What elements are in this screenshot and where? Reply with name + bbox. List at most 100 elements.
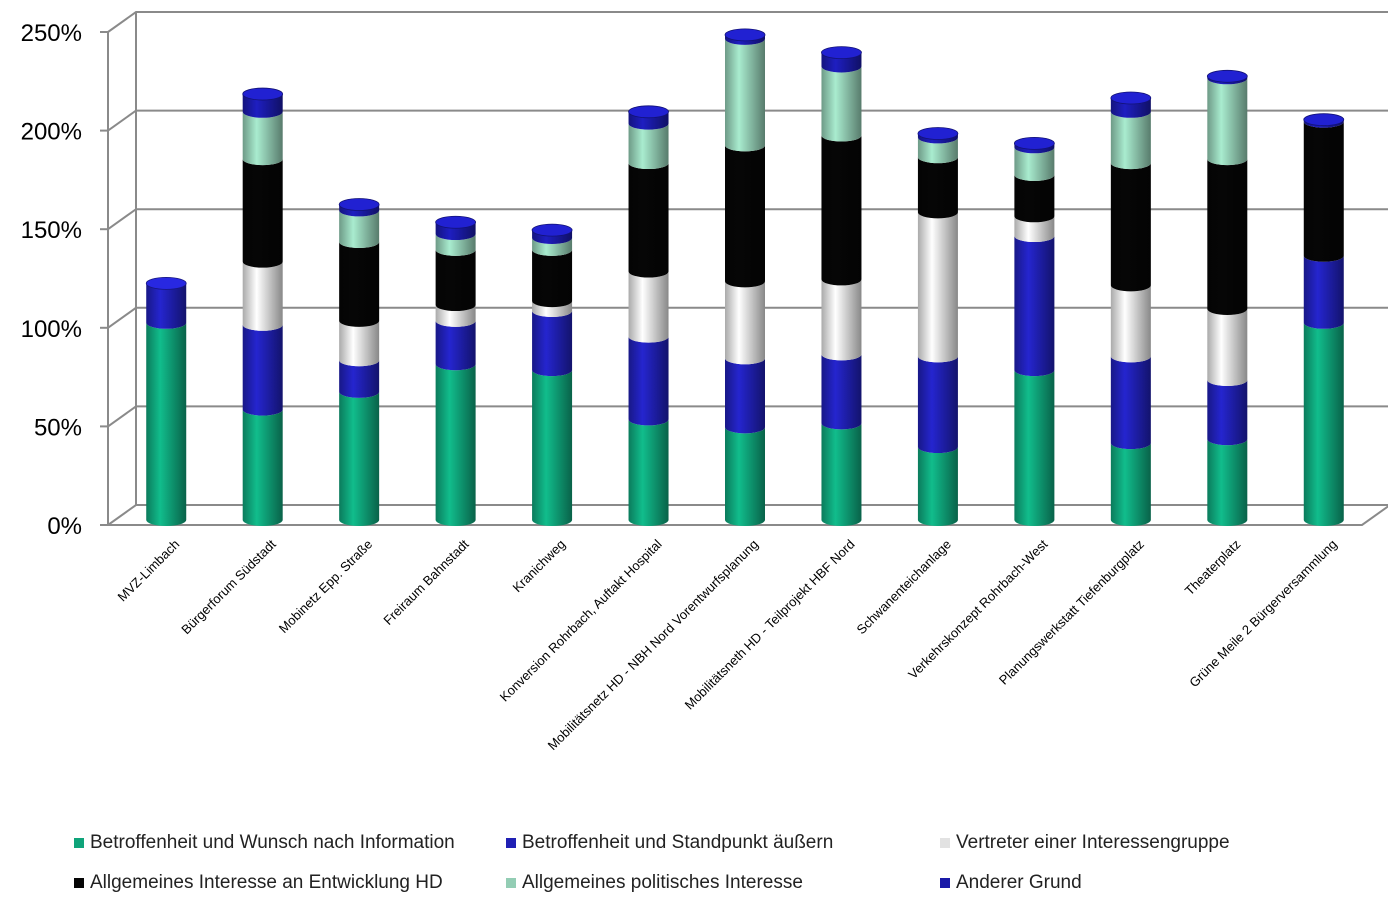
x-tick-label: Theaterplatz bbox=[1182, 537, 1244, 599]
bar-segment bbox=[532, 301, 573, 317]
legend-label-3: Vertreter einer Interessengruppe bbox=[956, 832, 1230, 853]
y-tick-label: 0% bbox=[47, 513, 82, 540]
bar-segment bbox=[917, 447, 958, 526]
bar-segment bbox=[435, 305, 476, 327]
x-tick-label: Mobilitätsnetz HD - NBH Nord Vorentwurfs… bbox=[545, 537, 762, 754]
bar-segment bbox=[1207, 159, 1248, 315]
bar-segment bbox=[917, 133, 958, 144]
bar-stack bbox=[1110, 91, 1152, 526]
bar-stack bbox=[531, 223, 573, 526]
bar-segment bbox=[242, 261, 283, 331]
bar-stack bbox=[1206, 69, 1248, 526]
legend-item-1: Betroffenheit und Wunsch nach Informatio… bbox=[74, 832, 455, 854]
bar-segment bbox=[532, 238, 573, 256]
x-tick-label: Schwanenteichanlage bbox=[853, 537, 954, 638]
y-tick-label: 200% bbox=[21, 119, 82, 146]
bar-segment bbox=[532, 310, 573, 377]
bar-segment bbox=[242, 409, 283, 526]
x-tick-label: Mobinetz Epp. Straße bbox=[276, 537, 376, 637]
bar-segment bbox=[532, 249, 573, 308]
bar-segment bbox=[628, 271, 669, 343]
bar-segment bbox=[917, 137, 958, 164]
bar-segment bbox=[628, 419, 669, 526]
bar-stack bbox=[917, 127, 959, 526]
bar-segment bbox=[1014, 370, 1055, 526]
y-tick-label: 50% bbox=[34, 414, 82, 441]
bar-stack bbox=[724, 28, 766, 526]
bar-segment bbox=[242, 324, 283, 416]
legend-swatch-1 bbox=[74, 838, 84, 848]
floor-edge bbox=[108, 505, 1388, 526]
bar-segment bbox=[1207, 78, 1248, 166]
bar-segment bbox=[917, 212, 958, 363]
bar-segment bbox=[821, 354, 862, 430]
y-tick-label: 150% bbox=[21, 217, 82, 244]
bar-segment bbox=[1207, 439, 1248, 526]
bar-cap bbox=[531, 223, 573, 237]
bar-segment bbox=[435, 222, 476, 241]
bar-segment bbox=[821, 52, 862, 73]
bar-segment bbox=[725, 34, 765, 45]
bar-segment bbox=[435, 320, 476, 371]
legend-swatch-6 bbox=[940, 878, 950, 888]
legend-label-2: Betroffenheit und Standpunkt äußern bbox=[522, 832, 834, 853]
legend-item-5: Allgemeines politisches Interesse bbox=[506, 872, 803, 894]
bar-segment bbox=[435, 364, 476, 526]
bar-segment bbox=[725, 427, 765, 526]
bar-segment bbox=[532, 230, 573, 245]
legend-swatch-2 bbox=[506, 838, 516, 848]
bar-segment bbox=[821, 66, 862, 142]
bar-segment bbox=[628, 123, 669, 170]
bar-segment bbox=[1207, 76, 1248, 85]
legend-label-1: Betroffenheit und Wunsch nach Informatio… bbox=[90, 832, 455, 853]
bar-segment bbox=[821, 279, 862, 361]
bar-cap bbox=[1206, 69, 1248, 83]
bar-cap bbox=[628, 105, 669, 119]
bar-segment bbox=[339, 204, 380, 217]
x-tick-label: Konversion Rohrbach, Auftakt Hospital bbox=[497, 536, 665, 704]
bar-segment bbox=[339, 210, 380, 248]
grid-layer bbox=[107, 11, 1388, 526]
bar-segment bbox=[1110, 111, 1151, 170]
bar-stack bbox=[628, 105, 669, 526]
bar-segment bbox=[1303, 322, 1344, 526]
bar-stack bbox=[145, 276, 187, 526]
bar-segment bbox=[339, 241, 380, 327]
x-tick-label: Kranichweg bbox=[510, 537, 569, 596]
bar-segment bbox=[628, 336, 669, 426]
legend-item-3: Vertreter einer Interessengruppe bbox=[940, 832, 1230, 854]
bar-segment bbox=[1207, 379, 1248, 446]
legend: Betroffenheit und Wunsch nach Informatio… bbox=[74, 832, 1374, 894]
bar-segment bbox=[435, 234, 476, 256]
bar-segment bbox=[1303, 255, 1344, 329]
bar-stack bbox=[242, 87, 284, 526]
x-tick-label: Bürgerforum Südstadt bbox=[178, 536, 279, 637]
bar-segment bbox=[725, 38, 765, 152]
y-tick-label: 250% bbox=[21, 20, 82, 47]
legend-swatch-5 bbox=[506, 878, 516, 888]
bar-segment bbox=[146, 283, 187, 329]
bar-segment bbox=[628, 163, 669, 278]
bar-segment bbox=[242, 159, 283, 268]
side-wall bbox=[108, 12, 136, 525]
bar-segment bbox=[339, 360, 380, 398]
bar-segment bbox=[1110, 163, 1151, 292]
bars-layer bbox=[145, 28, 1345, 526]
bar-segment bbox=[1110, 443, 1151, 526]
bar-segment bbox=[1014, 174, 1055, 223]
bar-cap bbox=[1303, 113, 1345, 127]
x-tick-label: MVZ-Limbach bbox=[115, 537, 183, 605]
bar-stack bbox=[435, 215, 477, 526]
bar-segment bbox=[725, 145, 765, 288]
bar-segment bbox=[1014, 147, 1055, 181]
x-tick-label: Mobilitätsneth HD - Teilprojekt HBF Nord bbox=[682, 537, 858, 713]
bar-segment bbox=[1110, 285, 1151, 363]
bar-cap bbox=[1013, 136, 1055, 150]
legend-label-4: Allgemeines Interesse an Entwicklung HD bbox=[90, 872, 443, 893]
bar-stack bbox=[338, 198, 380, 526]
bar-cap bbox=[917, 127, 959, 140]
bar-segment bbox=[1014, 236, 1055, 377]
bar-stack bbox=[821, 46, 862, 526]
